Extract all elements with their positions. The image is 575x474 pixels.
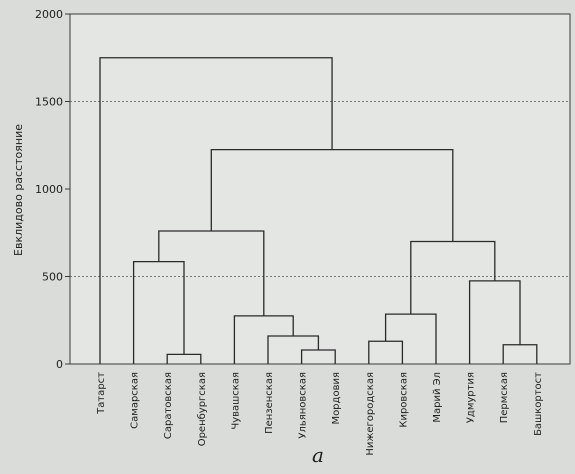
leaf-label: Чувашская <box>230 372 241 430</box>
y-tick-label-1500: 1500 <box>35 96 63 109</box>
gridlines <box>70 101 570 277</box>
plot-area <box>69 13 571 365</box>
leaf-label: Нижегородская <box>365 372 376 456</box>
leaf-label: Саратовская <box>163 372 174 439</box>
leaf-label: Оренбургская <box>197 372 208 446</box>
leaf-label: Марий Эл <box>432 372 443 423</box>
leaf-label: Татарст <box>96 372 107 415</box>
leaf-label: Кировская <box>398 372 409 428</box>
y-tick-label-0: 0 <box>56 358 63 371</box>
y-tick-label-1000: 1000 <box>35 183 63 196</box>
leaf-label: Самарская <box>130 372 141 429</box>
y-tick-label-500: 500 <box>42 271 63 284</box>
y-axis: 0 500 1000 1500 2000 <box>35 8 70 371</box>
leaf-label: Пермская <box>499 372 510 423</box>
leaf-label: Удмуртия <box>466 372 477 423</box>
dendrogram-link <box>99 57 333 364</box>
leaf-labels: Татарст Самарская Саратовская Оренбургская Ч… <box>96 372 544 456</box>
y-axis-label: Евклидово расстояние <box>12 124 25 256</box>
leaf-label: Башкортост <box>533 372 544 436</box>
leaf-label: Пензенская <box>264 372 275 434</box>
figure-caption: а <box>312 443 324 467</box>
leaf-label: Мордовия <box>331 372 342 425</box>
leaf-label: Ульяновская <box>298 372 309 439</box>
y-tick-label-2000: 2000 <box>35 8 63 21</box>
dendrogram-links <box>99 57 538 364</box>
